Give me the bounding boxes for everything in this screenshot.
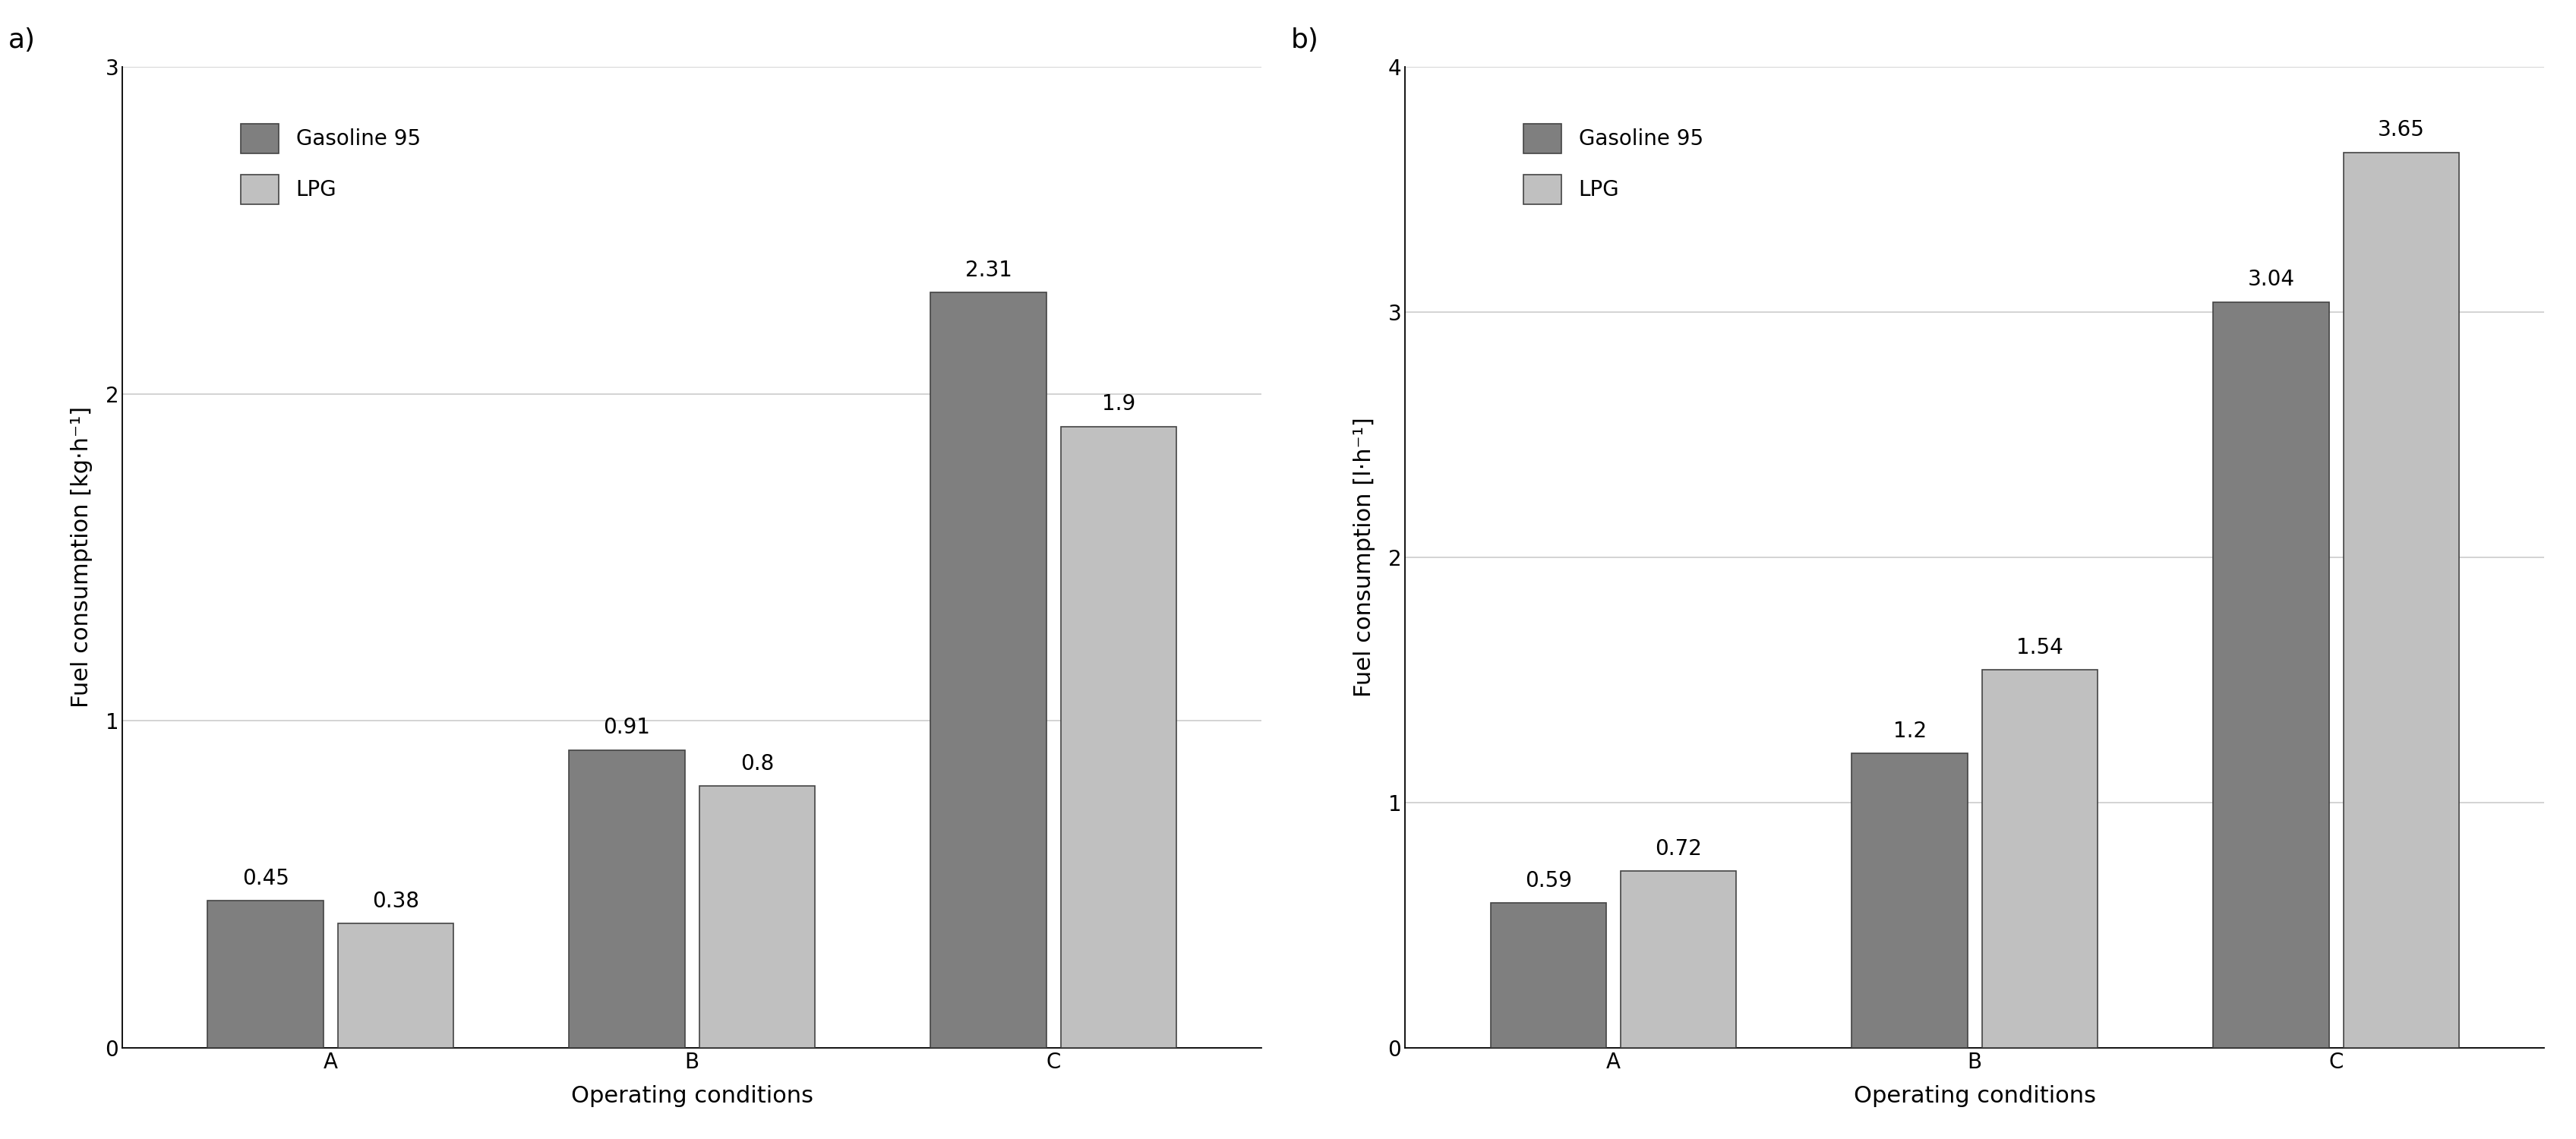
Bar xyxy=(930,293,1046,1048)
Text: 0.91: 0.91 xyxy=(603,718,652,738)
Bar xyxy=(337,924,453,1048)
Text: 1.54: 1.54 xyxy=(2017,637,2063,658)
Bar xyxy=(1620,871,1736,1048)
Text: 0.38: 0.38 xyxy=(371,891,420,911)
Bar xyxy=(698,786,814,1048)
Text: 1.9: 1.9 xyxy=(1103,393,1136,415)
Bar xyxy=(1061,426,1177,1048)
Text: 3.04: 3.04 xyxy=(2249,269,2295,290)
X-axis label: Operating conditions: Operating conditions xyxy=(1855,1085,2097,1107)
X-axis label: Operating conditions: Operating conditions xyxy=(572,1085,814,1107)
Bar xyxy=(1492,903,1605,1048)
Bar xyxy=(2344,153,2460,1048)
Text: 0.8: 0.8 xyxy=(739,753,773,775)
Bar xyxy=(1852,753,1968,1048)
Text: 0.72: 0.72 xyxy=(1654,838,1703,860)
Bar xyxy=(569,751,685,1048)
Text: 0.59: 0.59 xyxy=(1525,870,1571,891)
Text: 3.65: 3.65 xyxy=(2378,120,2424,141)
Text: 2.31: 2.31 xyxy=(966,260,1012,280)
Legend: Gasoline 95, LPG: Gasoline 95, LPG xyxy=(224,107,438,221)
Text: b): b) xyxy=(1291,27,1319,54)
Bar xyxy=(209,901,325,1048)
Text: a): a) xyxy=(8,27,36,54)
Text: 1.2: 1.2 xyxy=(1893,720,1927,741)
Y-axis label: Fuel consumption [l·h⁻¹]: Fuel consumption [l·h⁻¹] xyxy=(1352,417,1376,697)
Bar xyxy=(1981,670,2097,1048)
Text: 0.45: 0.45 xyxy=(242,868,289,888)
Y-axis label: Fuel consumption [kg·h⁻¹]: Fuel consumption [kg·h⁻¹] xyxy=(70,407,93,708)
Bar xyxy=(2213,302,2329,1048)
Legend: Gasoline 95, LPG: Gasoline 95, LPG xyxy=(1507,107,1721,221)
